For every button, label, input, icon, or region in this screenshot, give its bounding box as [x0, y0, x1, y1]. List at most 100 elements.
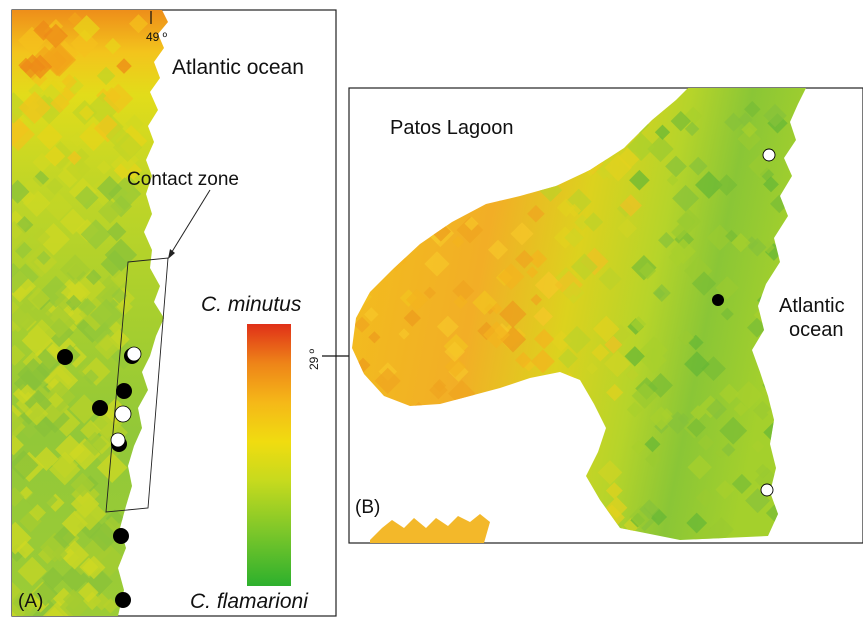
map-tile — [110, 269, 129, 288]
map-tile — [745, 236, 759, 250]
map-tile — [89, 298, 123, 332]
sample-marker-white — [762, 148, 776, 162]
map-tile — [686, 512, 708, 534]
map-tile — [43, 23, 69, 49]
map-tile — [60, 540, 90, 570]
map-tile — [626, 401, 643, 418]
map-tile — [606, 383, 624, 402]
map-tile — [444, 341, 466, 363]
map-tile — [597, 460, 623, 485]
map-tile — [59, 208, 87, 235]
map-tile — [78, 298, 97, 316]
map-tile — [403, 309, 421, 327]
map-tile — [12, 112, 30, 147]
map-tile — [526, 266, 539, 279]
map-tile — [530, 349, 555, 374]
map-tile — [695, 171, 723, 199]
map-tile — [12, 434, 24, 456]
map-tile — [472, 290, 498, 316]
sample-marker-black — [712, 294, 724, 306]
map-tile — [436, 315, 459, 338]
map-tile — [721, 442, 736, 457]
legend-top-label: C. minutus — [201, 293, 302, 316]
lat-49-label: 49 º — [146, 30, 168, 44]
map-tile — [429, 380, 448, 400]
map-tile — [116, 298, 133, 316]
map-tile — [695, 488, 715, 508]
map-tile — [25, 483, 58, 516]
panel-b-ocean-label-line2: ocean — [789, 319, 844, 341]
map-tile — [619, 194, 642, 217]
map-tile — [733, 401, 749, 417]
panel-a-markers — [57, 346, 142, 608]
panel-b-island — [370, 514, 490, 543]
map-tile — [73, 497, 107, 531]
map-tile — [629, 169, 650, 191]
map-tile — [12, 263, 29, 294]
map-tile — [24, 402, 49, 426]
map-tile — [128, 14, 149, 34]
lat-29-label: 29 º — [307, 348, 321, 370]
map-tile — [73, 15, 100, 42]
map-tile — [715, 174, 738, 196]
panel-b-lagoon-label: Patos Lagoon — [390, 117, 513, 139]
legend-bottom-label: C. flamarioni — [190, 590, 309, 613]
contact-zone-label: Contact zone — [127, 169, 239, 190]
map-tile — [605, 482, 623, 500]
map-tile — [97, 199, 123, 224]
map-tile — [671, 224, 688, 241]
map-tile — [61, 73, 78, 90]
map-tile — [665, 155, 687, 178]
map-tile — [639, 499, 660, 520]
map-tile — [46, 177, 64, 195]
map-tile — [49, 453, 81, 486]
map-tile — [652, 284, 671, 302]
map-tile — [533, 328, 555, 350]
map-tile — [111, 287, 128, 304]
sample-marker-black — [57, 349, 73, 365]
map-tile — [12, 92, 30, 124]
map-tile — [564, 227, 584, 248]
legend-color-bar — [247, 324, 291, 586]
map-tile — [592, 315, 620, 343]
map-tile — [82, 431, 108, 457]
map-tile — [658, 232, 675, 249]
map-tile — [706, 398, 727, 420]
map-tile — [16, 540, 35, 559]
panel-a-label: (A) — [18, 591, 43, 612]
panel-b-markers — [712, 148, 776, 497]
map-tile — [398, 328, 410, 340]
map-tile — [423, 286, 437, 300]
sample-marker-black — [92, 400, 108, 416]
map-tile — [510, 222, 534, 246]
map-tile — [731, 473, 752, 494]
map-tile — [37, 222, 70, 256]
map-tile — [624, 346, 646, 367]
map-tile — [530, 294, 543, 306]
map-tile — [96, 66, 116, 86]
panel-b-ocean-label-line1: Atlantic — [779, 295, 845, 317]
map-tile — [709, 517, 734, 540]
map-tile — [762, 241, 775, 254]
map-tile — [12, 179, 30, 204]
map-tile — [550, 330, 573, 352]
map-tile — [116, 58, 132, 74]
map-tile — [78, 105, 95, 121]
map-tile — [684, 351, 710, 377]
map-tile — [715, 480, 735, 500]
map-tile — [27, 319, 57, 348]
map-tile — [697, 434, 715, 451]
map-tile — [103, 83, 134, 114]
contact-zone-outline — [105, 257, 169, 513]
map-tile — [686, 418, 706, 438]
map-tile — [666, 174, 679, 186]
map-tile — [644, 451, 662, 468]
map-tile — [627, 132, 656, 161]
map-tile — [368, 331, 381, 344]
map-tile — [354, 316, 370, 333]
map-tile — [27, 287, 50, 311]
map-tile — [598, 267, 622, 291]
contact-zone-arrowhead — [168, 249, 175, 259]
map-tile — [93, 114, 122, 143]
